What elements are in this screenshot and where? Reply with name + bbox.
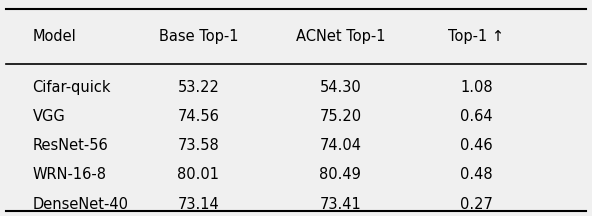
Text: 73.58: 73.58 bbox=[178, 138, 219, 153]
Text: 1.08: 1.08 bbox=[460, 80, 493, 95]
Text: 73.41: 73.41 bbox=[320, 197, 361, 212]
Text: 75.20: 75.20 bbox=[319, 109, 362, 124]
Text: Top-1 ↑: Top-1 ↑ bbox=[449, 29, 504, 44]
Text: VGG: VGG bbox=[33, 109, 65, 124]
Text: ACNet Top-1: ACNet Top-1 bbox=[295, 29, 385, 44]
Text: 74.04: 74.04 bbox=[320, 138, 361, 153]
Text: ResNet-56: ResNet-56 bbox=[33, 138, 108, 153]
Text: 53.22: 53.22 bbox=[178, 80, 219, 95]
Text: 0.64: 0.64 bbox=[460, 109, 493, 124]
Text: 74.56: 74.56 bbox=[178, 109, 219, 124]
Text: WRN-16-8: WRN-16-8 bbox=[33, 167, 107, 183]
Text: Model: Model bbox=[33, 29, 76, 44]
Text: 0.48: 0.48 bbox=[460, 167, 493, 183]
Text: Base Top-1: Base Top-1 bbox=[159, 29, 238, 44]
Text: Cifar-quick: Cifar-quick bbox=[33, 80, 111, 95]
Text: 0.46: 0.46 bbox=[460, 138, 493, 153]
Text: 80.01: 80.01 bbox=[178, 167, 219, 183]
Text: 54.30: 54.30 bbox=[320, 80, 361, 95]
Text: 80.49: 80.49 bbox=[320, 167, 361, 183]
Text: DenseNet-40: DenseNet-40 bbox=[33, 197, 128, 212]
Text: 73.14: 73.14 bbox=[178, 197, 219, 212]
Text: 0.27: 0.27 bbox=[460, 197, 493, 212]
